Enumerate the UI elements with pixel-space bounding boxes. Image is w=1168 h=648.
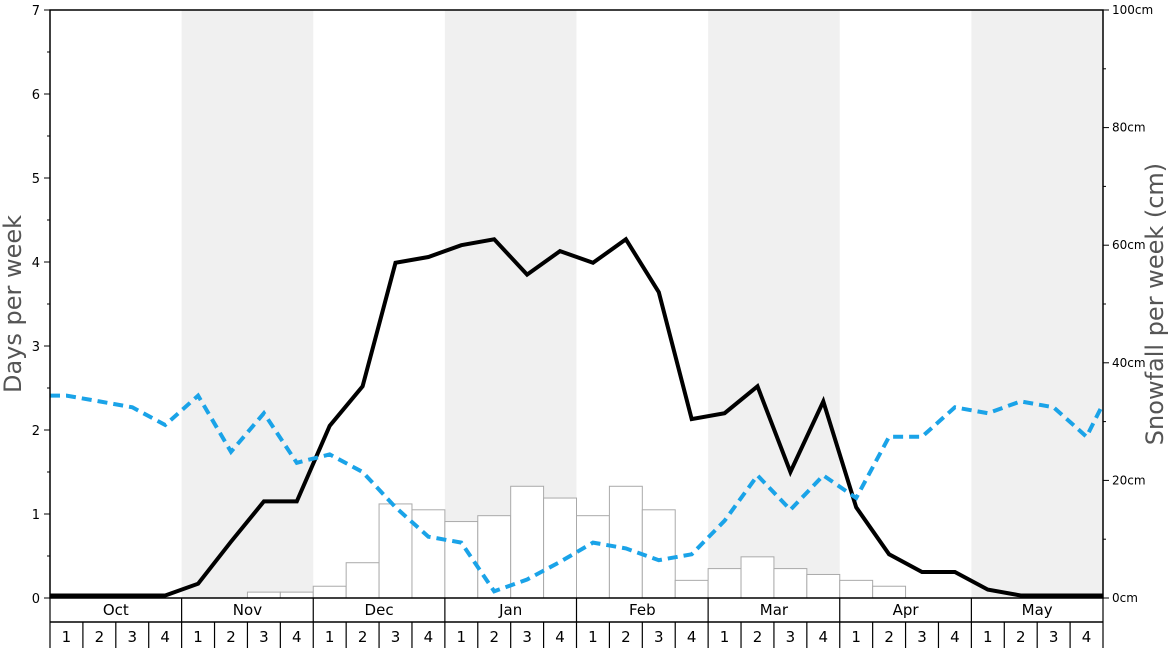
week-label: 2: [489, 628, 499, 646]
days-line: [50, 236, 1103, 598]
left-tick-label: 7: [32, 4, 40, 19]
snowfall-bar: [641, 509, 676, 599]
chart-lines: [50, 236, 1105, 598]
month-label: Feb: [629, 601, 656, 619]
left-tick-label: 0: [32, 592, 40, 607]
week-label: 3: [522, 628, 532, 646]
week-label: 2: [358, 628, 368, 646]
week-label: 1: [457, 628, 467, 646]
week-label: 4: [292, 628, 302, 646]
month-label: Jan: [498, 601, 522, 619]
week-label: 2: [753, 628, 763, 646]
week-label: 1: [983, 628, 993, 646]
right-axis-title: Snowfall per week (cm): [1141, 163, 1168, 445]
snowfall-bar: [576, 515, 610, 599]
month-row: Oct Nov Dec Jan Feb Mar Apr May: [49, 598, 1104, 623]
left-axis-title: Days per week: [0, 215, 27, 393]
snowfall-bar: [806, 573, 841, 599]
week-label: 3: [127, 628, 137, 646]
shade-mar: [708, 10, 840, 598]
week-label: 1: [325, 628, 335, 646]
week-label: 2: [621, 628, 631, 646]
month-label: Dec: [365, 601, 394, 619]
snowfall-bars: [246, 485, 907, 599]
left-axis: 0 1 2 3 4 5 6 7: [32, 4, 50, 607]
right-tick-label: 80cm: [1112, 121, 1146, 135]
week-label: 3: [654, 628, 664, 646]
week-label: 3: [786, 628, 796, 646]
snowfall-bar: [345, 562, 380, 599]
snowfall-bar: [543, 497, 577, 599]
left-tick-label: 5: [32, 172, 40, 187]
snowfall-bar: [608, 485, 643, 599]
week-row: 1 2 3 4 1 2 3 4 1 2 3 4 1 2 3 4 1 2 3 4 1 2 3 4 1 2 3 4 1 2 3 4: [49, 622, 1104, 648]
dashed-line: [50, 392, 1105, 594]
week-label: 1: [720, 628, 730, 646]
week-label: 3: [1049, 628, 1059, 646]
week-label: 4: [555, 628, 565, 646]
week-label: 1: [62, 628, 72, 646]
snowfall-bar: [740, 556, 775, 599]
month-label: May: [1022, 601, 1053, 619]
week-label: 2: [226, 628, 236, 646]
week-label: 4: [1082, 628, 1092, 646]
left-tick-label: 6: [32, 88, 40, 103]
snowfall-bar: [246, 591, 281, 599]
week-label: 4: [424, 628, 434, 646]
right-tick-label: 60cm: [1112, 238, 1146, 252]
week-label: 1: [193, 628, 203, 646]
week-label: 1: [851, 628, 861, 646]
week-label: 2: [95, 628, 105, 646]
shade-nov: [181, 10, 314, 598]
right-tick-label: 20cm: [1112, 473, 1146, 487]
left-tick-label: 4: [32, 256, 40, 271]
snowfall-bar: [773, 568, 808, 599]
snowfall-bar: [378, 503, 413, 599]
snowfall-bar: [444, 521, 479, 599]
week-label: 2: [1016, 628, 1026, 646]
week-label: 3: [391, 628, 401, 646]
week-label: 3: [259, 628, 269, 646]
right-tick-label: 0cm: [1112, 591, 1138, 605]
week-label: 4: [687, 628, 697, 646]
left-tick-label: 2: [32, 424, 40, 439]
month-label: Apr: [893, 601, 920, 619]
left-tick-label: 3: [32, 340, 40, 355]
right-tick-label: 100cm: [1112, 3, 1153, 17]
shade-may: [971, 10, 1103, 598]
snowfall-bar: [872, 585, 907, 599]
week-label: 4: [160, 628, 170, 646]
month-shading: [181, 10, 1103, 598]
snowfall-bar: [674, 579, 709, 599]
snowfall-bar: [707, 568, 742, 599]
week-label: 1: [588, 628, 598, 646]
snowfall-bar: [279, 591, 314, 599]
left-tick-label: 1: [32, 508, 40, 523]
right-axis: 0cm 20cm 40cm 60cm 80cm 100cm: [1103, 3, 1153, 605]
week-label: 4: [950, 628, 960, 646]
snowfall-bar: [839, 579, 874, 599]
right-tick-label: 40cm: [1112, 356, 1146, 370]
week-label: 4: [819, 628, 829, 646]
snowfall-bar: [312, 585, 347, 599]
snowfall-bar: [411, 509, 446, 599]
week-label: 2: [884, 628, 894, 646]
month-label: Nov: [233, 601, 262, 619]
month-label: Oct: [103, 601, 129, 619]
month-label: Mar: [760, 601, 789, 619]
week-label: 3: [917, 628, 927, 646]
